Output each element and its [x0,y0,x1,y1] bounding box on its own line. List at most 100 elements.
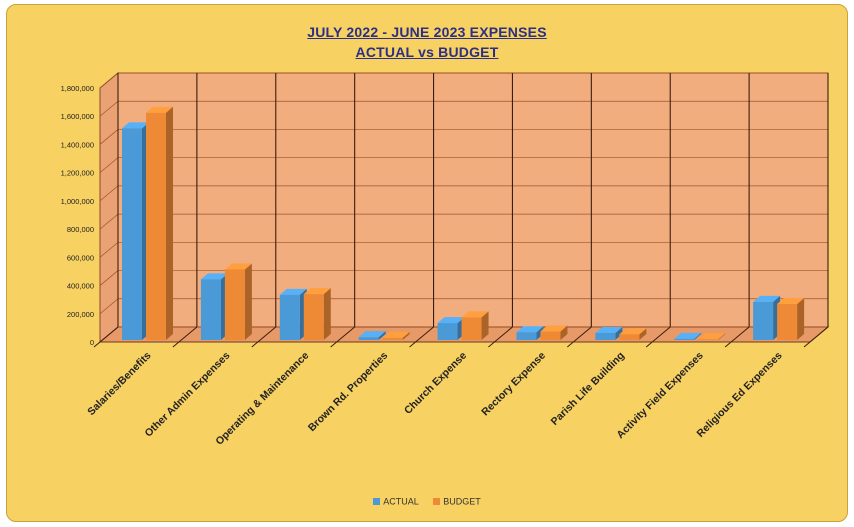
y-tick-label: 400,000 [67,282,94,291]
legend-item-budget: BUDGET [433,496,481,507]
x-tick-label: Salaries/Benefits [85,350,153,418]
y-tick-label: 1,800,000 [61,84,94,93]
category-tick [645,341,653,348]
bar-budget-top [698,333,726,340]
bar-budget [224,269,245,340]
category-divider [178,326,198,343]
legend-label-budget: BUDGET [443,496,481,507]
y-tick-label: 200,000 [67,310,94,319]
bar-actual-top [437,317,465,324]
bar-budget [461,317,482,340]
chart-subtitle: ACTUAL vs BUDGET [355,44,499,60]
gridline-side [99,72,119,89]
bar-budget [382,337,403,340]
bar-actual [516,332,537,340]
category-divider [651,326,671,343]
bar-budget-side [481,311,489,340]
legend-item-actual: ACTUAL [373,496,419,507]
y-tick-label: 800,000 [67,225,94,234]
bar-budget-side [166,106,173,340]
bar-budget [146,112,166,340]
category-tick [330,341,337,348]
y-tick-label: 0 [90,338,94,347]
y-tick-label: 1,400,000 [61,140,94,149]
chart-title: JULY 2022 - JUNE 2023 EXPENSES [307,24,547,40]
bar-actual-top [358,331,386,338]
bar-actual [279,294,300,340]
y-tick-label: 1,200,000 [61,169,94,178]
bar-budget-side [560,325,568,340]
bar-budget-top [146,106,173,113]
category-divider [730,326,750,343]
bar-budget-side [323,288,331,340]
bar-budget-top [461,311,489,318]
bar-budget-top [224,263,252,270]
category-divider [573,326,592,343]
gridline-side [99,185,119,202]
gridline-side [99,270,119,286]
x-tick-label: Other Admin Expenses [143,350,233,440]
bar-actual [437,323,458,340]
bar-actual [674,338,695,340]
bar-budget-side [244,263,252,340]
category-tick [488,341,495,348]
bar-actual-top [200,273,228,280]
y-tick-label: 1,600,000 [61,112,94,121]
gridline-side [99,129,119,145]
category-tick [93,341,101,348]
bar-actual-side [378,331,386,340]
bar-actual-side [694,332,702,340]
bar-actual-top [516,326,544,333]
bar-actual-side [536,326,544,340]
bar-actual [200,279,221,340]
x-tick-label: Activity Field Expenses [614,350,706,442]
category-divider [99,326,119,343]
bar-actual-top [122,122,149,129]
bar-actual [122,128,142,340]
bar-budget-top [540,325,568,332]
legend-swatch-actual [373,498,381,506]
category-tick [803,341,811,348]
y-tick-label: 600,000 [67,253,94,262]
category-tick [724,341,732,348]
category-divider [257,326,277,343]
bar-actual-top [753,295,781,302]
bar-budget [619,334,640,340]
bar-budget [698,339,719,340]
bar-budget-top [619,328,647,335]
category-tick [172,341,180,348]
gridline-side [99,242,119,258]
bar-budget-side [797,298,805,340]
x-tick-label: Rectory Expense [479,350,548,419]
gridline-side [99,298,119,315]
x-tick-label: Brown Rd. Properties [306,350,391,435]
bar-budget-side [402,331,410,340]
gridline-side [99,157,119,173]
bar-actual-top [279,288,307,295]
category-divider [809,326,829,343]
bar-actual-side [615,326,623,340]
y-tick-label: 1,000,000 [61,197,94,206]
bar-actual [595,332,616,340]
category-divider [494,326,513,343]
x-tick-label: Church Expense [402,350,469,417]
bar-budget-top [777,298,805,305]
legend-label-actual: ACTUAL [383,496,419,507]
bar-actual [358,337,379,340]
gridline-side [99,213,119,230]
x-tick-label: Parish Life Building [549,350,627,428]
bar-actual-top [595,326,623,333]
legend: ACTUAL BUDGET [0,496,854,507]
bar-budget-side [718,333,726,340]
bar-budget [303,294,324,340]
bar-budget-side [639,328,647,340]
category-tick [567,341,574,348]
bar-actual [753,301,774,340]
plot-side-wall [99,71,119,344]
bar-budget-top [382,331,410,338]
bar-budget [777,304,798,340]
gridline-side [99,100,119,117]
bar-actual-top [674,332,702,339]
